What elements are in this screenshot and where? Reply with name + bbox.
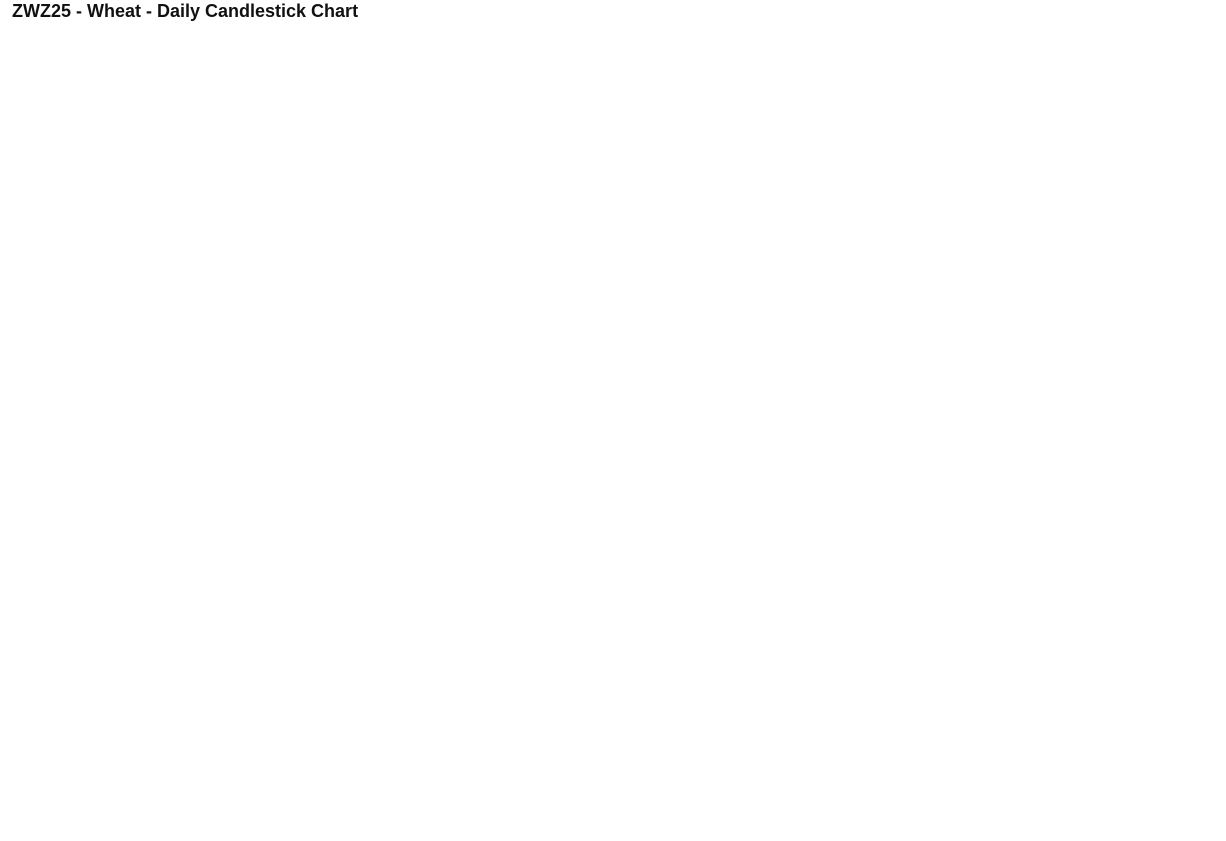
plot-background [15,22,1098,804]
chart-title: ZWZ25 - Wheat - Daily Candlestick Chart [12,1,358,21]
